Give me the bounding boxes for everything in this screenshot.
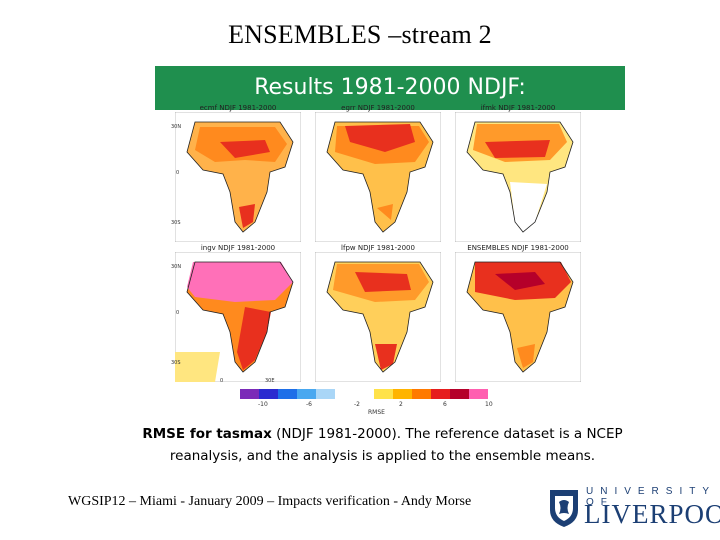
- africa-map: [315, 252, 441, 382]
- colorbar-swatch: [430, 389, 450, 399]
- colorbar-swatch: [278, 389, 298, 399]
- colorbar-swatch: [240, 389, 260, 399]
- slide-footer: WGSIP12 – Miami - January 2009 – Impacts…: [68, 494, 472, 509]
- crest-icon: [550, 490, 578, 527]
- results-banner: Results 1981-2000 NDJF:: [155, 66, 625, 110]
- colorbar-swatch: [392, 389, 412, 399]
- university-logo: UNIVERSITY OF LIVERPOOL: [546, 486, 720, 532]
- caption-bold: RMSE for tasmax: [142, 426, 272, 442]
- colorbar-swatch: [259, 389, 279, 399]
- colorbar-swatch: [335, 389, 355, 399]
- lon-label: 30E: [265, 378, 275, 384]
- slide-title: ENSEMBLES –stream 2: [228, 20, 492, 49]
- colorbar: [240, 389, 489, 399]
- caption-line-1: RMSE for tasmax (NDJF 1981-2000). The re…: [120, 423, 645, 445]
- colorbar-tick: 6: [443, 401, 447, 408]
- colorbar-swatch: [354, 389, 374, 399]
- colorbar-swatch: [316, 389, 336, 399]
- colorbar-swatch: [468, 389, 489, 399]
- colorbar-swatch: [297, 389, 317, 399]
- map-panel-ensembles: ENSEMBLES NDJF 1981-2000: [455, 244, 581, 384]
- panel-title: ifmk NDJF 1981-2000: [480, 104, 556, 112]
- logo-top-text: UNIVERSITY OF: [586, 486, 716, 508]
- colorbar-tick: 10: [485, 401, 493, 408]
- panel-title: lfpw NDJF 1981-2000: [341, 244, 415, 252]
- logo-main-text: LIVERPOOL: [584, 499, 720, 529]
- caption-line-2: reanalysis, and the analysis is applied …: [169, 448, 596, 464]
- colorbar-swatch: [373, 389, 393, 399]
- colorbar-tick: -6: [306, 401, 312, 408]
- caption-line1-rest: (NDJF 1981-2000). The reference dataset …: [271, 426, 623, 442]
- lat-label: 30N: [171, 264, 182, 270]
- panel-title: ecmf NDJF 1981-2000: [199, 104, 277, 112]
- rmse-map-figure: ecmf NDJF 1981-2000 egrr NDJF 1981-2000 …: [170, 100, 590, 420]
- colorbar-title: RMSE: [368, 409, 385, 416]
- lat-label: 30S: [171, 360, 181, 366]
- africa-map: [175, 252, 301, 382]
- africa-map: [175, 112, 301, 242]
- map-panel-lfpw: lfpw NDJF 1981-2000: [315, 244, 441, 384]
- panel-title: egrr NDJF 1981-2000: [341, 104, 415, 112]
- colorbar-tick: -2: [354, 401, 360, 408]
- figure-caption: RMSE for tasmax (NDJF 1981-2000). The re…: [120, 423, 645, 467]
- lat-label: 0: [176, 170, 180, 176]
- africa-map: [455, 252, 581, 382]
- map-panel-egrr: egrr NDJF 1981-2000: [315, 104, 441, 244]
- lat-label: 30N: [171, 124, 182, 130]
- africa-map: [455, 112, 581, 242]
- colorbar-tick: 2: [399, 401, 403, 408]
- colorbar-tick: -10: [258, 401, 268, 408]
- map-panel-ecmf: ecmf NDJF 1981-2000: [175, 104, 301, 244]
- colorbar-swatch: [449, 389, 469, 399]
- map-panel-ingv: ingv NDJF 1981-2000: [175, 244, 301, 384]
- lat-label: 0: [176, 310, 180, 316]
- colorbar-swatch: [411, 389, 431, 399]
- map-panel-ifmk: ifmk NDJF 1981-2000: [455, 104, 581, 244]
- africa-map: [315, 112, 441, 242]
- panel-title: ENSEMBLES NDJF 1981-2000: [467, 244, 569, 252]
- lat-label: 30S: [171, 220, 181, 226]
- panel-title: ingv NDJF 1981-2000: [200, 244, 276, 252]
- lon-label: 0: [220, 378, 224, 384]
